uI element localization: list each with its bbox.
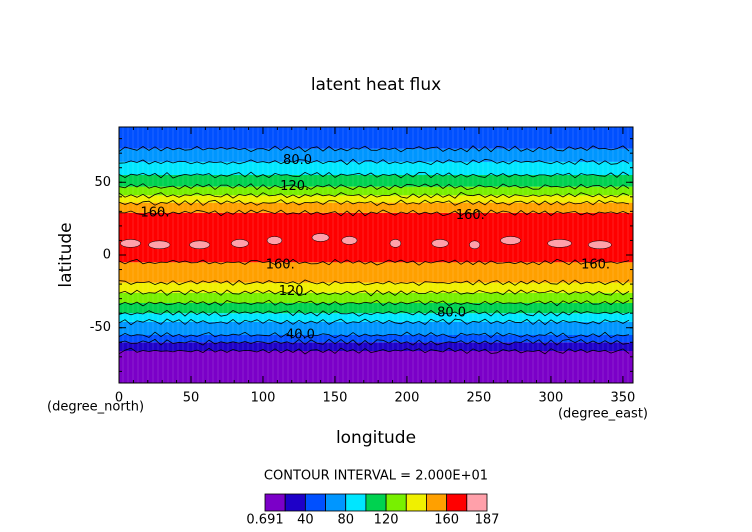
colorbar-box	[264, 493, 286, 512]
colorbar-label: 80	[337, 513, 354, 528]
contour-line	[118, 145, 630, 153]
contour-line	[118, 331, 630, 339]
y-axis-label: latitude	[56, 222, 76, 287]
contour-band	[119, 212, 633, 263]
maximum-patch	[311, 233, 330, 242]
contour-label: 80.0	[437, 306, 466, 321]
contour-label: 80.0	[283, 153, 312, 168]
contour-band	[119, 127, 633, 149]
colorbar-box	[405, 493, 427, 512]
x-axis-label: longitude	[336, 428, 416, 448]
x-tick-label: 50	[183, 391, 200, 406]
contour-band	[119, 351, 633, 383]
contour-line	[118, 338, 630, 346]
contour-label: 160.	[581, 258, 610, 273]
contour-line	[118, 289, 630, 297]
colorbar-box	[426, 493, 448, 512]
maximum-patch	[389, 239, 402, 248]
contour-line	[118, 258, 630, 266]
maximum-patch	[231, 239, 249, 248]
contour-interval: CONTOUR INTERVAL = 2.000E+01	[264, 469, 488, 484]
contour-line	[118, 183, 630, 191]
contour-line	[118, 347, 630, 355]
colorbar-label: 187	[475, 513, 500, 528]
contour-label: 40.0	[286, 328, 315, 343]
maximum-patch	[588, 240, 612, 250]
contour-band	[119, 202, 633, 213]
x-tick-label: 150	[323, 391, 348, 406]
contour-band	[119, 303, 633, 314]
y-tick-label: 0	[103, 248, 111, 263]
contour-band	[119, 195, 633, 203]
colorbar-box	[284, 493, 306, 512]
colorbar-box	[304, 493, 326, 512]
y-unit: (degree_north)	[47, 400, 144, 415]
colorbar-box	[345, 493, 367, 512]
y-tick-label: 50	[94, 175, 111, 190]
contour-band	[119, 148, 633, 162]
colorbar-label: 160	[434, 513, 459, 528]
contour-line	[118, 158, 630, 166]
contour-label: 120.	[279, 284, 308, 299]
contour-band	[119, 335, 633, 343]
x-tick-label: 350	[611, 391, 636, 406]
contour-band	[119, 313, 633, 322]
x-tick-label: 0	[115, 391, 123, 406]
contour-line	[118, 191, 630, 199]
maximum-patch	[341, 236, 358, 245]
colorbar-label: 120	[374, 513, 399, 528]
y-tick-label: -50	[90, 320, 111, 335]
contour-label: 160.	[141, 205, 170, 220]
maximum-patch	[500, 236, 522, 245]
maximum-patch	[189, 240, 211, 250]
contour-band	[119, 161, 633, 175]
x-unit: (degree_east)	[558, 407, 648, 422]
contour-label: 160.	[266, 258, 295, 273]
contour-line	[118, 309, 630, 317]
colorbar-box	[385, 493, 407, 512]
maximum-patch	[547, 239, 572, 248]
x-tick-label: 250	[467, 391, 492, 406]
contour-band	[119, 292, 633, 303]
contour-band	[119, 342, 633, 351]
colorbar-label: 0.691	[246, 513, 283, 528]
x-tick-label: 100	[251, 391, 276, 406]
contour-band	[119, 282, 633, 293]
x-tick-label: 300	[539, 391, 564, 406]
contour-band	[119, 321, 633, 335]
maximum-patch	[120, 239, 141, 248]
contour-band	[119, 186, 633, 196]
contour-band	[119, 262, 633, 283]
maximum-patch	[266, 236, 283, 245]
colorbar-box	[325, 493, 347, 512]
contour-line	[118, 279, 630, 286]
contour-line	[118, 209, 630, 217]
maximum-patch	[148, 240, 171, 250]
colorbar-box	[365, 493, 387, 512]
colorbar-label: 40	[297, 513, 314, 528]
chart-title: latent heat flux	[311, 75, 441, 95]
contour-band	[119, 175, 633, 187]
colorbar-box	[446, 493, 468, 512]
maximum-patch	[469, 240, 481, 250]
contour-line	[118, 199, 630, 206]
maximum-patch	[431, 239, 449, 248]
contour-line	[118, 299, 630, 307]
colorbar-box	[466, 493, 488, 512]
contour-label: 120.	[280, 179, 309, 194]
contour-line	[118, 171, 630, 179]
contour-label: 160.	[456, 208, 485, 223]
contour-line	[118, 318, 630, 326]
x-tick-label: 200	[395, 391, 420, 406]
